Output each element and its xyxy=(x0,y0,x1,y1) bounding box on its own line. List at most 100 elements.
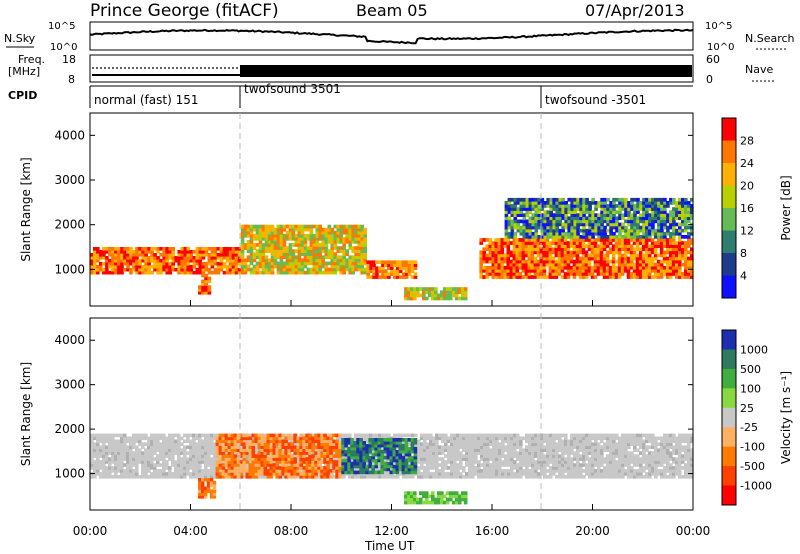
power-cell xyxy=(333,258,338,263)
power-cell xyxy=(569,272,574,276)
power-cell xyxy=(551,275,556,279)
power-cell xyxy=(288,227,293,232)
power-cell xyxy=(687,241,691,245)
power-cell xyxy=(201,285,205,289)
power-cell xyxy=(548,241,553,245)
power-cell xyxy=(669,231,673,236)
velocity-cell xyxy=(522,457,526,461)
power-cell xyxy=(285,233,290,238)
velocity-cell xyxy=(525,463,529,467)
velocity-cell xyxy=(510,463,514,467)
power-cell xyxy=(561,225,565,230)
velocity-cell xyxy=(174,463,178,467)
power-cell xyxy=(324,249,329,253)
power-cell xyxy=(120,267,124,272)
power-cell xyxy=(195,258,200,263)
velocity-cell xyxy=(348,475,352,479)
power-cell xyxy=(668,265,673,270)
power-cell xyxy=(656,244,661,248)
velocity-cell xyxy=(114,475,118,479)
power-cell xyxy=(515,265,520,270)
power-cell xyxy=(378,269,382,273)
power-cell xyxy=(312,243,317,247)
velocity-cell xyxy=(582,454,586,458)
velocity-cell xyxy=(156,439,160,444)
velocity-cell xyxy=(483,475,487,479)
power-cell xyxy=(114,267,118,272)
power-cell xyxy=(330,227,335,232)
velocity-cell xyxy=(453,433,457,438)
power-cell xyxy=(564,225,568,230)
power-cell xyxy=(306,255,311,260)
power-cell xyxy=(567,219,571,224)
power-cell xyxy=(494,256,499,261)
power-cell xyxy=(267,227,272,232)
power-cell xyxy=(650,256,655,261)
velocity-cell xyxy=(90,439,94,444)
power-cell xyxy=(576,204,580,208)
power-cell xyxy=(282,264,287,269)
power-cell xyxy=(506,269,511,273)
power-cell xyxy=(276,249,281,253)
velocity-cell xyxy=(186,466,190,470)
power-cell xyxy=(629,259,634,264)
power-cell xyxy=(159,253,163,257)
velocity-cell xyxy=(195,454,199,458)
velocity-cell xyxy=(255,442,259,446)
velocity-cell xyxy=(213,463,217,467)
power-cell xyxy=(183,247,188,251)
power-cell xyxy=(614,272,619,276)
power-cell xyxy=(114,256,118,260)
power-cell xyxy=(611,275,616,279)
power-cell xyxy=(279,237,284,241)
velocity-cell xyxy=(474,472,478,476)
power-cell xyxy=(515,253,520,258)
power-cell xyxy=(500,272,505,276)
power-cell xyxy=(588,219,592,224)
power-cell xyxy=(315,233,320,238)
power-cell xyxy=(336,249,341,253)
power-cell xyxy=(528,216,533,221)
power-cell xyxy=(671,253,676,258)
noise-left-tick-top: 10^5 xyxy=(48,21,75,32)
velocity-cell xyxy=(102,454,106,458)
power-cell xyxy=(147,264,151,269)
power-cell xyxy=(120,270,124,275)
power-cell xyxy=(512,262,517,267)
velocity-cell xyxy=(222,460,226,464)
power-cell xyxy=(138,253,142,257)
power-cell xyxy=(681,241,685,245)
power-cell xyxy=(291,224,296,229)
power-cell xyxy=(524,259,529,264)
velocity-cell xyxy=(486,451,490,455)
velocity-cell xyxy=(486,448,490,452)
power-cell xyxy=(567,222,571,227)
power-cell xyxy=(261,233,266,238)
velocity-cell xyxy=(150,463,154,467)
velocity-cell xyxy=(117,445,121,449)
power-cell xyxy=(445,296,450,301)
velocity-cell xyxy=(495,454,499,458)
power-cell xyxy=(648,222,652,227)
power-cell xyxy=(665,259,670,264)
velocity-cell xyxy=(441,466,445,470)
power-cell xyxy=(105,264,109,269)
velocity-cell xyxy=(483,451,487,455)
power-cell xyxy=(90,253,94,257)
power-cell xyxy=(138,270,142,275)
velocity-cell xyxy=(480,457,484,461)
power-cell xyxy=(507,197,512,202)
velocity-cell xyxy=(480,436,484,441)
velocity-cell xyxy=(552,466,556,470)
power-cell xyxy=(552,207,556,211)
velocity-cell xyxy=(423,469,427,473)
power-cell xyxy=(234,250,239,254)
velocity-cell xyxy=(492,436,496,441)
power-cell xyxy=(645,207,649,211)
power-cell xyxy=(401,272,406,276)
power-cell xyxy=(531,225,536,230)
power-cell xyxy=(96,267,100,272)
velocity-cell xyxy=(453,469,457,473)
power-cell xyxy=(300,261,305,266)
velocity-cell xyxy=(477,463,481,467)
